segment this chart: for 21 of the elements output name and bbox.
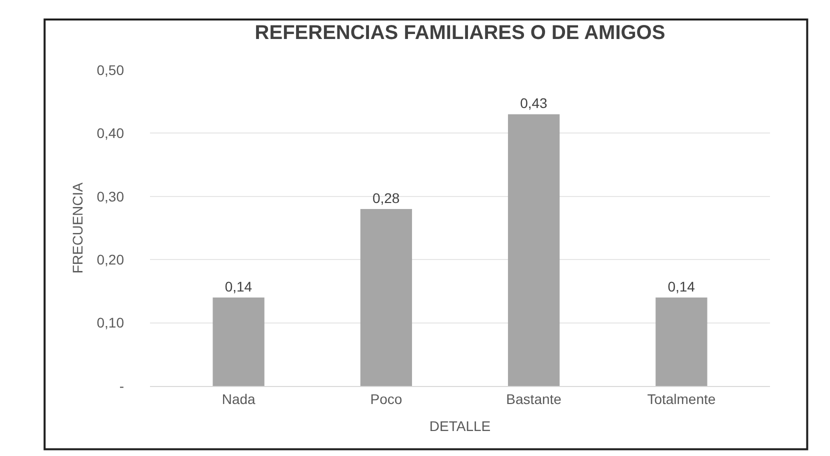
x-tick-label: Bastante — [506, 390, 562, 407]
y-tick-label: 0,40 — [96, 125, 124, 142]
data-label: 0,43 — [520, 95, 548, 112]
chart-title: REFERENCIAS FAMILIARES O DE AMIGOS — [254, 22, 666, 44]
bar — [508, 114, 560, 386]
bar — [360, 209, 412, 386]
y-tick-label: 0,20 — [96, 252, 124, 268]
y-tick-label: 0,50 — [96, 62, 124, 78]
x-tick-label: Totalmente — [647, 390, 716, 407]
x-tick-label: Nada — [222, 390, 256, 407]
y-tick-label: - — [119, 378, 124, 394]
bar — [656, 298, 708, 386]
bar — [212, 298, 264, 386]
y-axis-title: FRECUENCIA — [69, 182, 86, 274]
y-tick-label: 0,10 — [96, 314, 124, 331]
data-label: 0,28 — [372, 190, 400, 206]
y-tick-label: 0,30 — [96, 188, 124, 204]
data-label: 0,14 — [668, 278, 696, 295]
data-label: 0,14 — [224, 278, 252, 295]
x-tick-label: Poco — [370, 390, 402, 407]
x-axis-title: DETALLE — [429, 418, 491, 434]
